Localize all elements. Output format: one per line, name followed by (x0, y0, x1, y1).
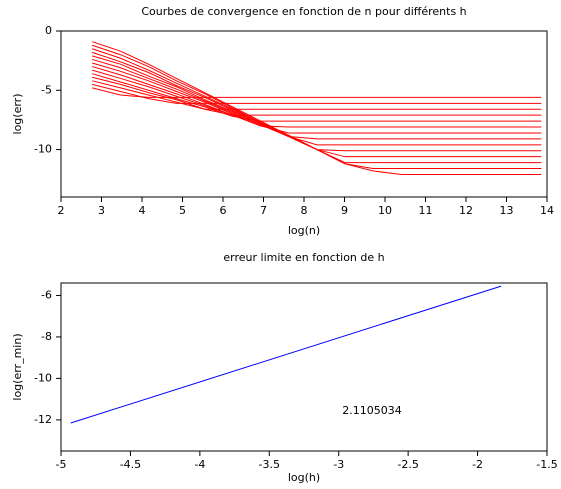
data-line (92, 80, 542, 110)
data-line (70, 285, 502, 424)
x-tick-label: -4 (194, 458, 205, 471)
x-tick-label: 11 (419, 204, 433, 217)
x-tick-label: 5 (179, 204, 186, 217)
x-tick-label: 8 (301, 204, 308, 217)
y-axis-label: log(err_min) (11, 333, 24, 400)
x-tick-label: -2.5 (397, 458, 418, 471)
data-line (92, 51, 542, 158)
x-tick-label: 10 (378, 204, 392, 217)
data-line (92, 62, 542, 140)
chart-title: erreur limite en fonction de h (223, 251, 384, 264)
data-line (92, 69, 542, 128)
y-axis-label: log(err) (11, 94, 24, 135)
x-tick-label: 6 (220, 204, 227, 217)
x-tick-label: -4.5 (120, 458, 141, 471)
y-tick-label: -6 (41, 288, 52, 301)
x-tick-label: -1.5 (536, 458, 557, 471)
data-line (92, 48, 542, 164)
y-tick-label: -10 (34, 143, 52, 156)
x-tick-label: -2 (472, 458, 483, 471)
x-axis-label: log(h) (288, 471, 320, 484)
plot-frame (60, 282, 548, 452)
y-tick-label: -12 (34, 413, 52, 426)
x-tick-label: -3.5 (259, 458, 280, 471)
data-line (92, 73, 542, 122)
chart-title: Courbes de convergence en fonction de n … (141, 5, 466, 18)
x-tick-label: 13 (500, 204, 514, 217)
x-tick-label: 4 (139, 204, 146, 217)
x-tick-label: 12 (459, 204, 473, 217)
y-tick-label: -8 (41, 330, 52, 343)
data-line (92, 83, 542, 104)
data-line (92, 41, 542, 175)
x-tick-label: 3 (98, 204, 105, 217)
y-tick-label: -5 (41, 83, 52, 96)
x-tick-label: -5 (56, 458, 67, 471)
x-axis-label: log(n) (288, 224, 320, 237)
x-tick-label: 9 (341, 204, 348, 217)
x-tick-label: 14 (540, 204, 554, 217)
data-line (92, 58, 542, 146)
x-tick-label: 2 (58, 204, 65, 217)
annotation: 2.1105034 (342, 404, 402, 417)
y-tick-label: -10 (34, 371, 52, 384)
y-tick-label: 0 (45, 24, 52, 37)
x-tick-label: -3 (333, 458, 344, 471)
data-line (92, 66, 542, 134)
data-line (92, 44, 542, 170)
data-line (92, 87, 542, 98)
data-line (92, 55, 542, 152)
x-tick-label: 7 (260, 204, 267, 217)
plot-frame (60, 30, 548, 198)
